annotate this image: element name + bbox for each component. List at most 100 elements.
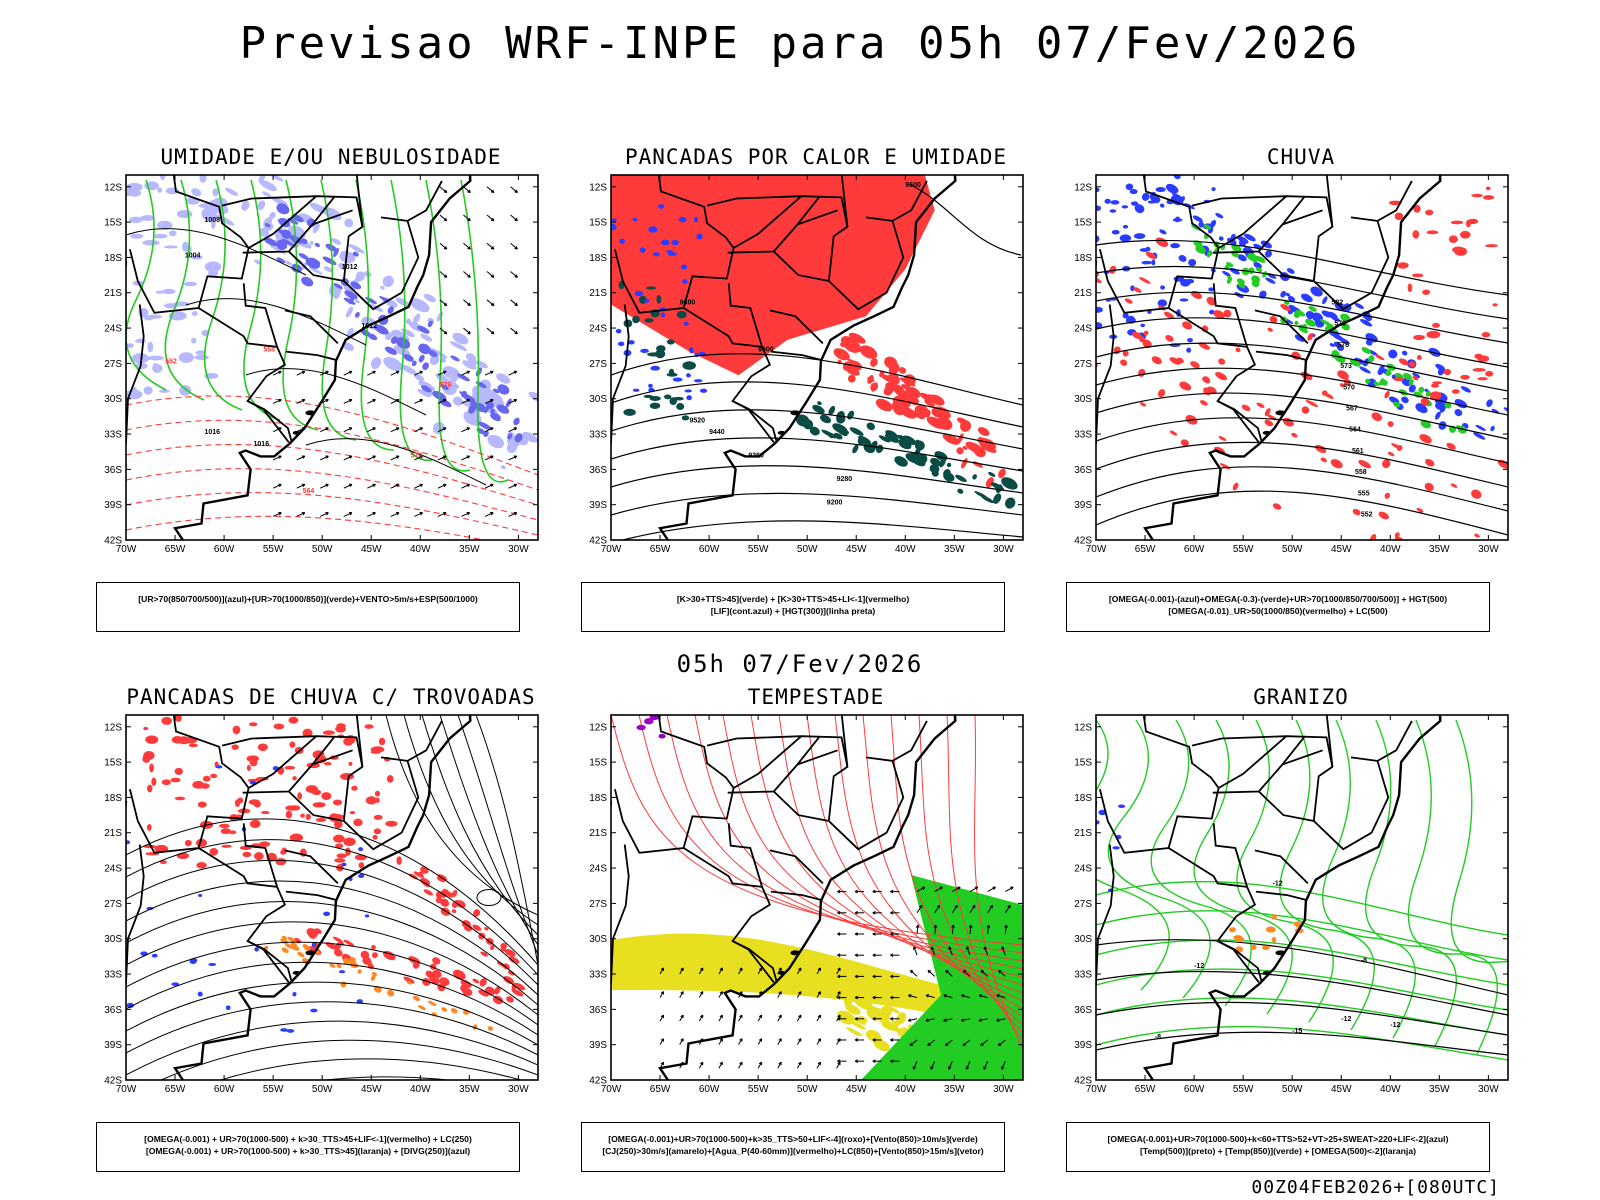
border-line xyxy=(683,307,763,348)
omega500-area xyxy=(1236,936,1245,943)
rain-area xyxy=(1280,304,1291,312)
wind-arrow xyxy=(466,455,471,459)
unstable-area xyxy=(936,416,953,430)
convective-area xyxy=(981,495,995,504)
temp850-contour xyxy=(1150,719,1252,1007)
wind-arrow xyxy=(484,427,494,433)
wind-arrow xyxy=(296,370,306,376)
humidity-shade xyxy=(309,202,326,213)
convective-area xyxy=(917,453,928,465)
wind-arrow xyxy=(348,483,353,488)
humidity-shade xyxy=(393,345,411,357)
border-line xyxy=(1282,749,1323,766)
convective-area xyxy=(894,456,908,467)
wind-vector xyxy=(910,969,918,977)
storm-area xyxy=(370,746,385,753)
wind-arrow xyxy=(439,242,448,250)
wind-arrow xyxy=(419,370,423,375)
humidity-shade xyxy=(452,332,469,345)
wind-vector xyxy=(948,1066,952,1070)
unstable-area xyxy=(894,388,911,399)
jet-area xyxy=(881,1022,895,1031)
storm-area xyxy=(502,963,510,970)
panel-title: CHUVA xyxy=(1266,145,1336,169)
storm-area xyxy=(312,802,326,808)
temp850-contour xyxy=(1096,910,1508,961)
storm-area xyxy=(508,956,520,964)
wind-vector xyxy=(719,1038,723,1042)
coastline xyxy=(172,715,472,1080)
humidity-shade-dark xyxy=(263,237,278,247)
wind-arrow xyxy=(443,189,448,194)
hail-area xyxy=(1096,820,1100,825)
rain-area xyxy=(1241,404,1251,412)
border-line xyxy=(312,209,353,226)
lifted-index xyxy=(611,218,617,222)
wind-vector xyxy=(930,946,935,950)
lon-label: 30W xyxy=(508,1084,529,1095)
hgt300-contour xyxy=(611,409,1023,450)
orange-area xyxy=(441,1007,448,1012)
divergence-point xyxy=(358,873,365,878)
rain-area xyxy=(1472,368,1486,372)
rain-area xyxy=(1256,402,1265,408)
lon-label: 50W xyxy=(312,544,333,555)
divergence-point xyxy=(292,991,297,997)
lon-label: 35W xyxy=(459,1084,480,1095)
wind-vector xyxy=(738,1014,743,1022)
storm-area xyxy=(413,871,425,878)
rain-area xyxy=(1482,195,1495,200)
divergence-point xyxy=(310,1008,318,1013)
wind-vector xyxy=(854,995,858,1000)
omega-area xyxy=(1435,402,1444,410)
rain-area xyxy=(1412,230,1420,239)
rain-area xyxy=(1180,439,1189,447)
storm-area xyxy=(374,790,381,797)
omega-strong-area xyxy=(1305,318,1316,327)
contour-label: 570 xyxy=(1343,384,1355,391)
wind-vector xyxy=(912,1060,918,1070)
rain-area xyxy=(1396,445,1403,451)
thickness-contour xyxy=(126,468,538,521)
rain-area xyxy=(1382,459,1391,469)
wind-arrow xyxy=(343,427,353,433)
unstable-area xyxy=(884,384,894,396)
wind-vector xyxy=(1010,886,1014,890)
streamline xyxy=(126,880,538,996)
omega-area xyxy=(1104,198,1111,204)
border-line xyxy=(1217,400,1263,443)
storm-area xyxy=(385,820,398,827)
omega-strong-area xyxy=(1341,323,1350,331)
contour-label: 9520 xyxy=(689,417,705,424)
storm-area xyxy=(248,799,261,806)
lon-label: 60W xyxy=(1184,1084,1205,1095)
storm-area xyxy=(249,722,258,727)
humidity-shade-dark xyxy=(395,337,411,349)
wind-vector xyxy=(998,969,1006,977)
wind-vector xyxy=(679,1014,684,1022)
lon-label: 50W xyxy=(1282,1084,1303,1095)
wind-arrow xyxy=(463,214,471,222)
convective-area xyxy=(946,462,952,468)
wind-vector xyxy=(738,967,743,975)
humidity-shade xyxy=(463,410,482,426)
humidity-shade xyxy=(545,388,555,400)
contour-label: 564 xyxy=(1349,427,1361,434)
omega-area xyxy=(1180,279,1191,287)
omega-area xyxy=(1170,186,1176,192)
streamline xyxy=(439,715,538,946)
convective-area xyxy=(828,405,836,416)
lifted-index xyxy=(617,341,625,347)
rain-area xyxy=(1320,457,1327,463)
border-line xyxy=(1282,209,1323,226)
humidity-shade xyxy=(204,261,222,273)
omega-area xyxy=(1280,290,1287,298)
wind-arrow xyxy=(278,483,282,488)
humidity-contour xyxy=(355,179,395,451)
wind-vector xyxy=(890,932,894,936)
humidity-shade xyxy=(342,341,354,351)
wind-arrow xyxy=(395,370,400,375)
wind-arrow xyxy=(443,455,447,459)
lagoon xyxy=(1262,430,1271,435)
divergence-point xyxy=(358,847,364,852)
